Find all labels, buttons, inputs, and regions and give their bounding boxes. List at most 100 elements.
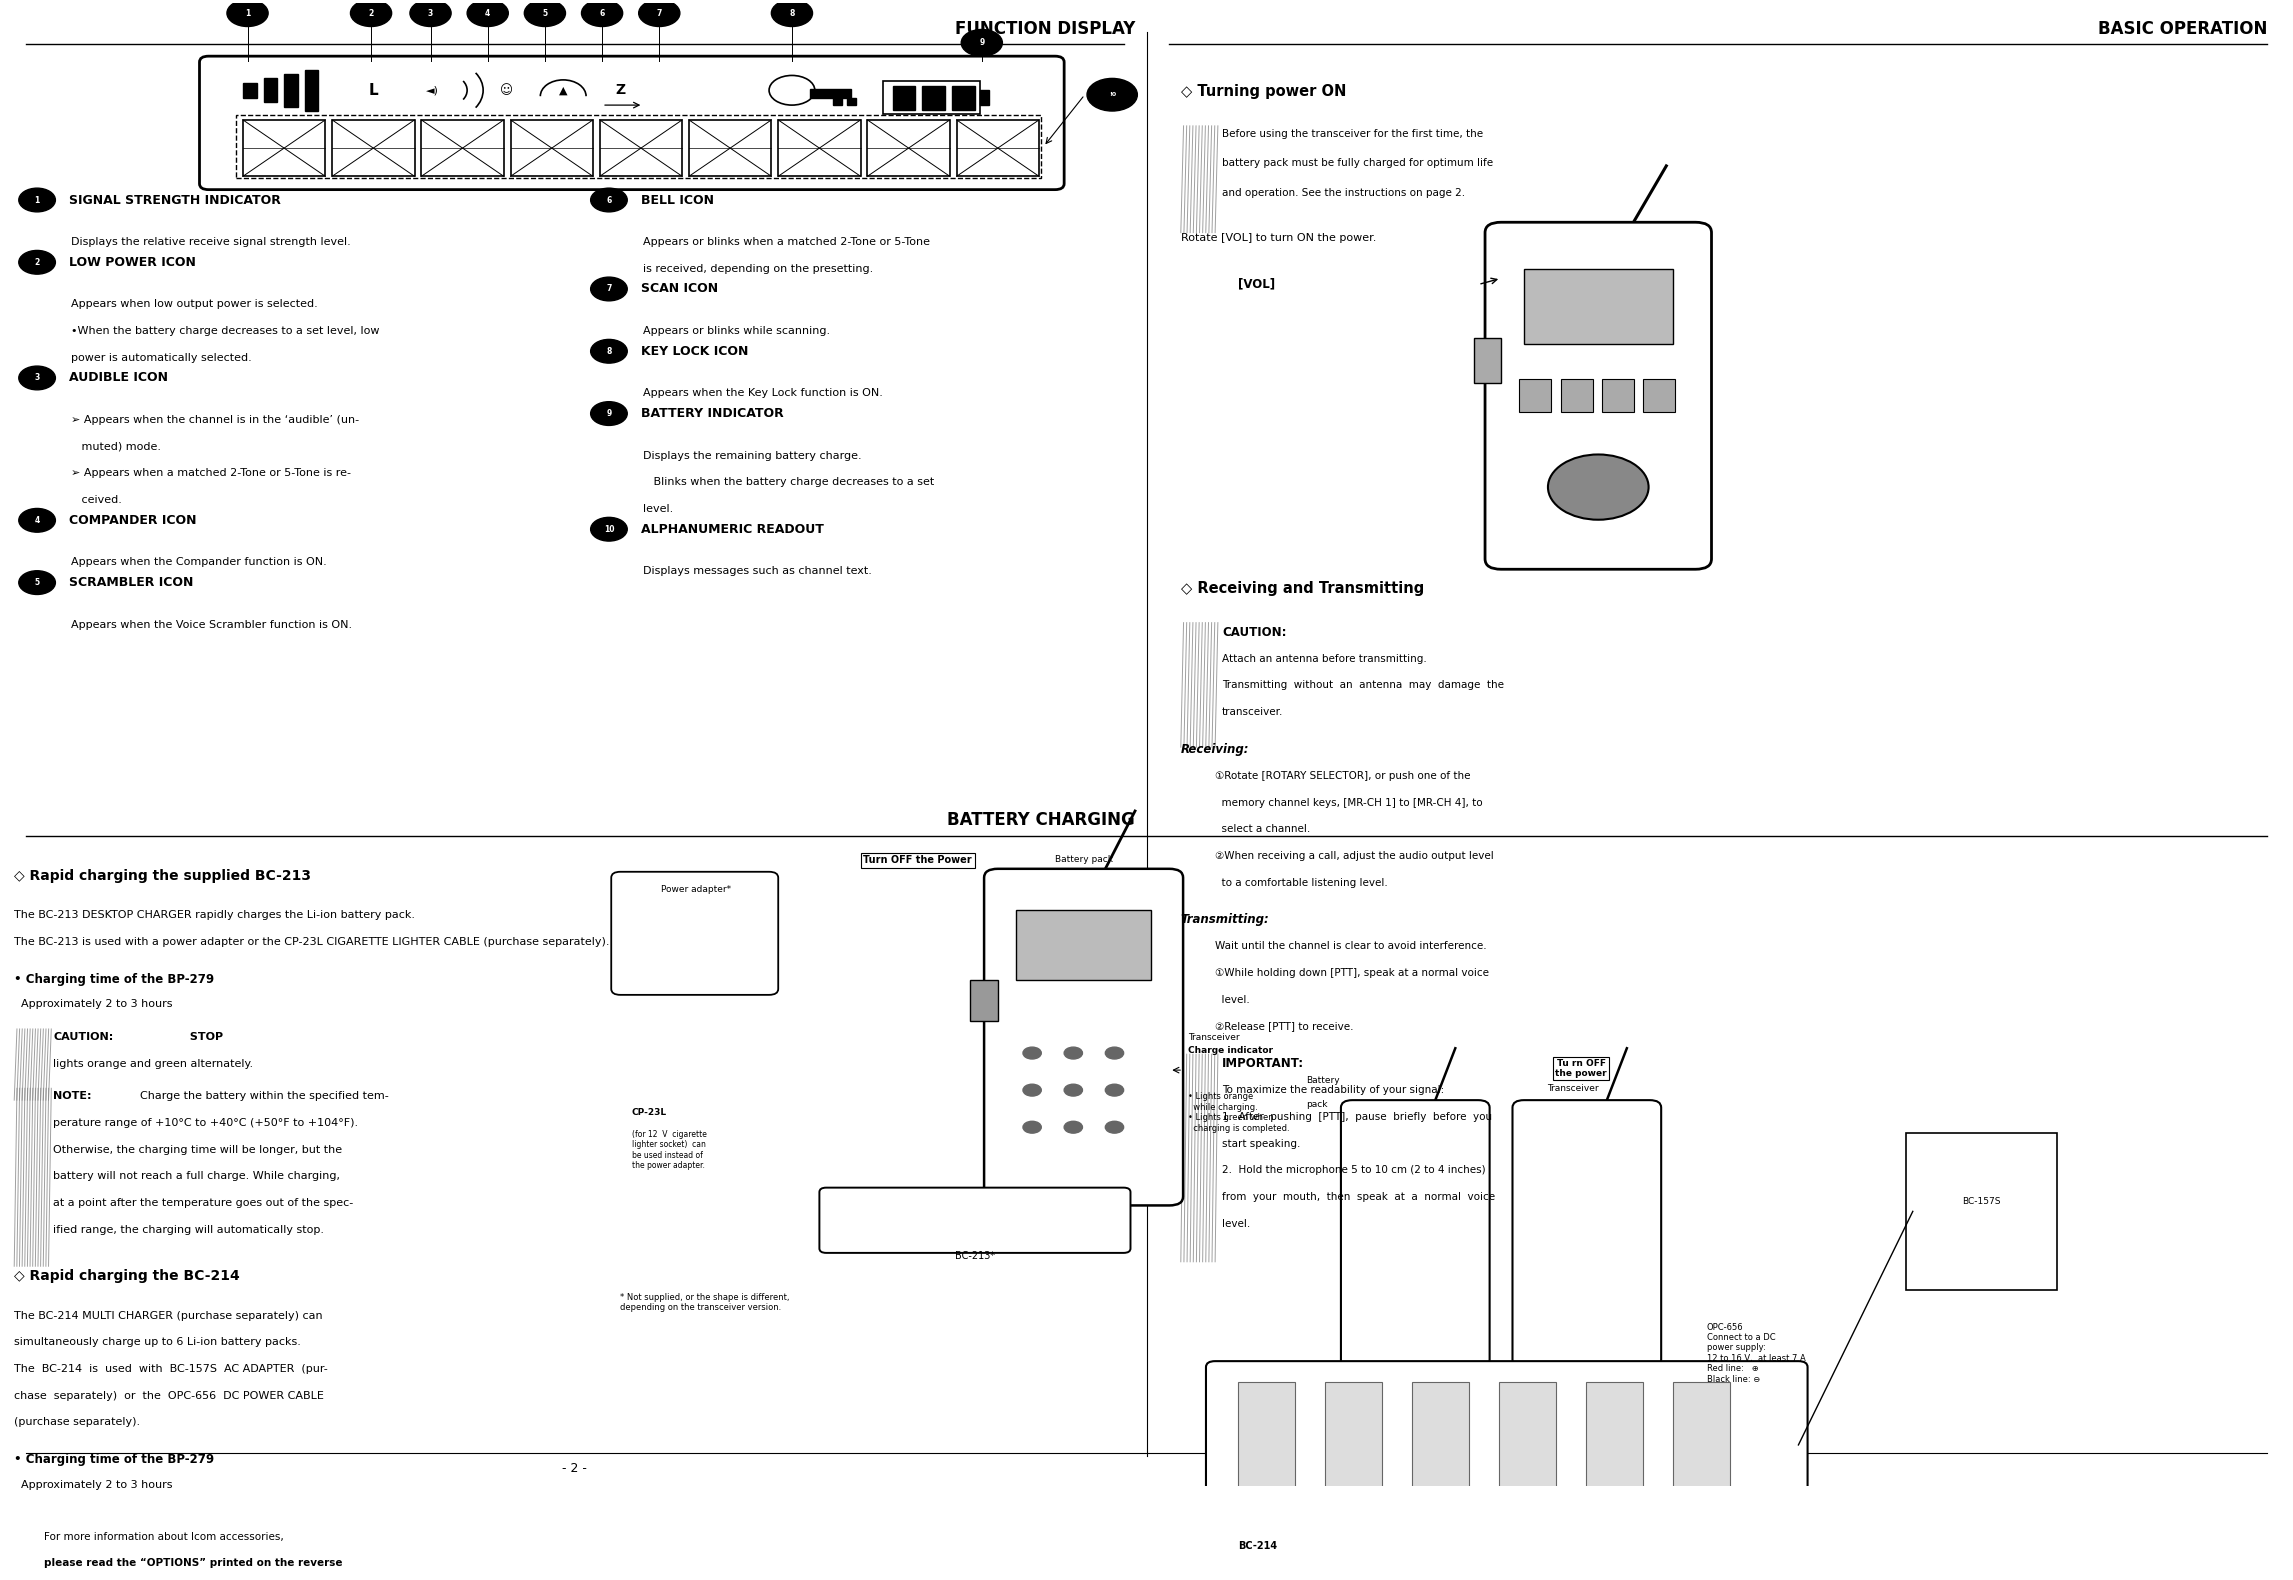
Circle shape (1023, 1084, 1041, 1097)
Text: 7: 7 (605, 284, 612, 294)
Bar (601, 120, 681, 177)
Text: Appears when low output power is selected.: Appears when low output power is selecte… (71, 299, 319, 310)
Circle shape (18, 250, 55, 275)
Text: COMPANDER ICON: COMPANDER ICON (69, 514, 197, 526)
Text: [VOL]: [VOL] (1238, 276, 1275, 291)
Text: The BC-213 DESKTOP CHARGER rapidly charges the Li-ion battery pack.: The BC-213 DESKTOP CHARGER rapidly charg… (14, 910, 415, 920)
Text: BC-214: BC-214 (1238, 1540, 1277, 1550)
Bar (883, 82, 979, 114)
Bar (243, 82, 257, 98)
Text: 4: 4 (34, 515, 39, 525)
FancyBboxPatch shape (612, 872, 777, 995)
Bar (1520, 379, 1552, 412)
Circle shape (592, 517, 628, 540)
FancyBboxPatch shape (984, 869, 1183, 1206)
Text: ◇ Rapid charging the supplied BC-213: ◇ Rapid charging the supplied BC-213 (14, 869, 312, 883)
Circle shape (768, 76, 814, 106)
Text: is received, depending on the presetting.: is received, depending on the presetting… (644, 264, 874, 273)
Text: • Charging time of the BP-279: • Charging time of the BP-279 (14, 973, 213, 986)
Text: ☺: ☺ (500, 84, 514, 96)
Bar (1500, 1382, 1557, 1507)
Text: at a point after the temperature goes out of the spec-: at a point after the temperature goes ou… (53, 1198, 353, 1209)
Circle shape (1087, 79, 1137, 111)
Text: Transceiver: Transceiver (1188, 1033, 1238, 1041)
Circle shape (410, 0, 452, 27)
Text: Blinks when the battery charge decreases to a set: Blinks when the battery charge decreases… (644, 477, 936, 487)
Circle shape (1548, 455, 1649, 520)
Circle shape (961, 30, 1002, 57)
Text: chase  separately)  or  the  OPC-656  DC POWER CABLE: chase separately) or the OPC-656 DC POWE… (14, 1390, 323, 1401)
Text: battery will not reach a full charge. While charging,: battery will not reach a full charge. Wh… (53, 1171, 339, 1182)
Text: CP-23L: CP-23L (633, 1108, 667, 1117)
Text: 6: 6 (605, 196, 612, 204)
Text: ②When receiving a call, adjust the audio output level: ②When receiving a call, adjust the audio… (1215, 852, 1493, 861)
Bar (832, 98, 842, 106)
FancyBboxPatch shape (1513, 1100, 1660, 1367)
Text: ◇ Receiving and Transmitting: ◇ Receiving and Transmitting (1181, 581, 1424, 596)
Text: 8: 8 (605, 346, 612, 356)
Text: ▲: ▲ (559, 85, 566, 95)
FancyBboxPatch shape (9, 1514, 557, 1580)
Bar (422, 120, 504, 177)
Text: BELL ICON: BELL ICON (642, 193, 713, 207)
Text: AUDIBLE ICON: AUDIBLE ICON (69, 371, 167, 384)
Text: ified range, the charging will automatically stop.: ified range, the charging will automatic… (53, 1224, 323, 1234)
Text: Turn OFF the Power: Turn OFF the Power (864, 855, 972, 866)
Bar (892, 85, 915, 109)
Text: 3: 3 (429, 8, 433, 17)
Text: 3: 3 (34, 373, 39, 382)
Text: - 3 -: - 3 - (1706, 1462, 1731, 1476)
Text: BASIC OPERATION: BASIC OPERATION (2098, 21, 2268, 38)
Text: Displays the relative receive signal strength level.: Displays the relative receive signal str… (71, 237, 351, 246)
Bar (956, 120, 1039, 177)
Bar (1672, 1382, 1729, 1507)
Text: Attach an antenna before transmitting.: Attach an antenna before transmitting. (1222, 654, 1426, 664)
Text: • Lights orange
  while charging.
• Lights green when
  charging is completed.: • Lights orange while charging. • Lights… (1188, 1092, 1289, 1133)
Bar (922, 85, 945, 109)
Text: Before using the transceiver for the first time, the: Before using the transceiver for the fir… (1222, 130, 1484, 139)
Text: For more information about Icom accessories,: For more information about Icom accessor… (44, 1531, 284, 1542)
Text: !0: !0 (1108, 92, 1117, 98)
Bar (867, 120, 949, 177)
Text: 1: 1 (245, 8, 250, 17)
Text: transceiver.: transceiver. (1222, 708, 1284, 717)
Text: muted) mode.: muted) mode. (71, 442, 161, 452)
Text: Charge the battery within the specified tem-: Charge the battery within the specified … (140, 1092, 390, 1101)
Text: 1.  After  pushing  [PTT],  pause  briefly  before  you: 1. After pushing [PTT], pause briefly be… (1222, 1112, 1493, 1122)
Text: 9: 9 (605, 409, 612, 419)
Bar (305, 70, 319, 111)
Text: lights orange and green alternately.: lights orange and green alternately. (53, 1059, 252, 1068)
Text: Appears when the Voice Scrambler function is ON.: Appears when the Voice Scrambler functio… (71, 619, 353, 630)
Text: CAUTION:: CAUTION: (53, 1032, 112, 1041)
Bar (243, 120, 326, 177)
Text: Appears when the Compander function is ON.: Appears when the Compander function is O… (71, 558, 328, 567)
Text: FUNCTION DISPLAY: FUNCTION DISPLAY (954, 21, 1135, 38)
Circle shape (18, 509, 55, 532)
Text: simultaneously charge up to 6 Li-ion battery packs.: simultaneously charge up to 6 Li-ion bat… (14, 1337, 300, 1348)
Text: 6: 6 (598, 8, 605, 17)
Text: Transmitting  without  an  antenna  may  damage  the: Transmitting without an antenna may dama… (1222, 681, 1504, 690)
Bar (688, 120, 770, 177)
Circle shape (592, 340, 628, 363)
Circle shape (1064, 1048, 1082, 1059)
Text: BATTERY CHARGING: BATTERY CHARGING (947, 811, 1135, 830)
Text: CAUTION:: CAUTION: (1222, 626, 1286, 638)
Bar (809, 88, 851, 98)
Bar (1412, 1382, 1470, 1507)
Text: Receiving:: Receiving: (1181, 743, 1250, 755)
Text: SCRAMBLER ICON: SCRAMBLER ICON (69, 577, 193, 589)
Text: Transmitting:: Transmitting: (1181, 913, 1270, 926)
Text: pack: pack (1307, 1100, 1328, 1109)
Bar (1238, 1382, 1296, 1507)
Bar (846, 98, 855, 106)
Circle shape (525, 0, 566, 27)
Text: L: L (369, 82, 378, 98)
Text: OPC-656
Connect to a DC
power supply:
12 to 16 V,  at least 7 A
Red line:   ⊕
Bl: OPC-656 Connect to a DC power supply: 12… (1706, 1322, 1805, 1384)
Text: ➢ Appears when the channel is in the ‘audible’ (un-: ➢ Appears when the channel is in the ‘au… (71, 416, 360, 425)
Bar (264, 79, 277, 103)
Circle shape (18, 188, 55, 212)
Circle shape (351, 0, 392, 27)
Text: LOW POWER ICON: LOW POWER ICON (69, 256, 195, 269)
Circle shape (770, 0, 812, 27)
Bar (979, 90, 988, 106)
